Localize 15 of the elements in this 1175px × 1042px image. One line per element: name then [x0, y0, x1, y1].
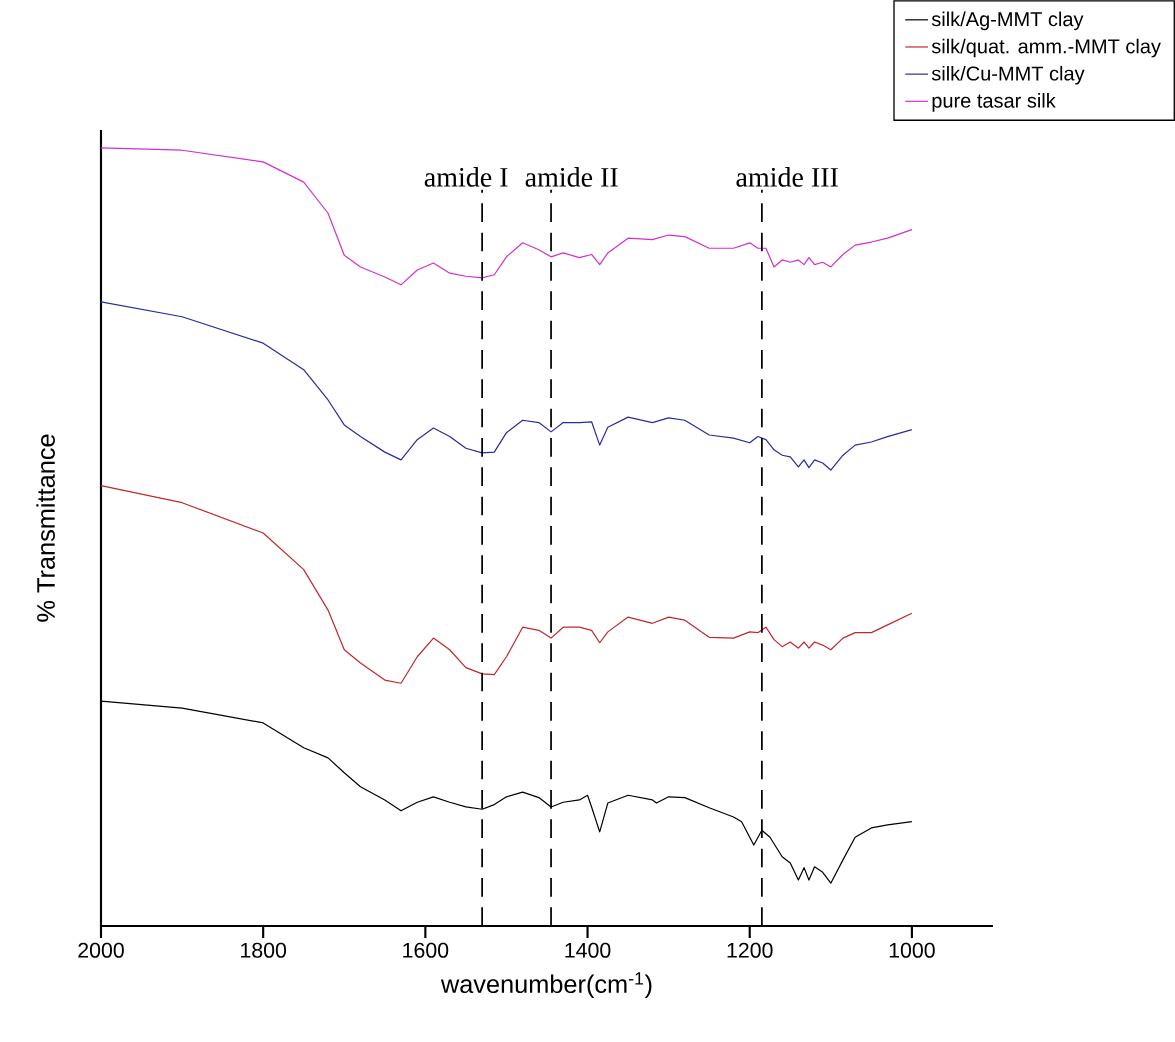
ref-line-label: amide I [424, 167, 508, 187]
x-tick-label: 1200 [727, 942, 773, 958]
legend-label: silk/Ag-MMT clay [931, 11, 1084, 31]
legend-label: silk/Cu-MMT clay [931, 65, 1085, 85]
legend-label: silk/quat. amm.-MMT clay [931, 38, 1161, 58]
x-tick-label: 1400 [565, 942, 611, 958]
x-tick-label: 2000 [78, 942, 124, 958]
x-axis-title: wavenumber(cm$^{-1}$) [440, 972, 652, 999]
x-tick-label: 1600 [403, 942, 449, 958]
legend-label: pure tasar silk [932, 93, 1056, 112]
x-tick-label: 1800 [241, 942, 287, 958]
y-axis-title: % Transmittance [36, 434, 55, 622]
x-tick-label: 1000 [889, 942, 935, 958]
ref-line-label: amide III [736, 167, 838, 187]
ref-line-label: amide II [525, 167, 618, 187]
